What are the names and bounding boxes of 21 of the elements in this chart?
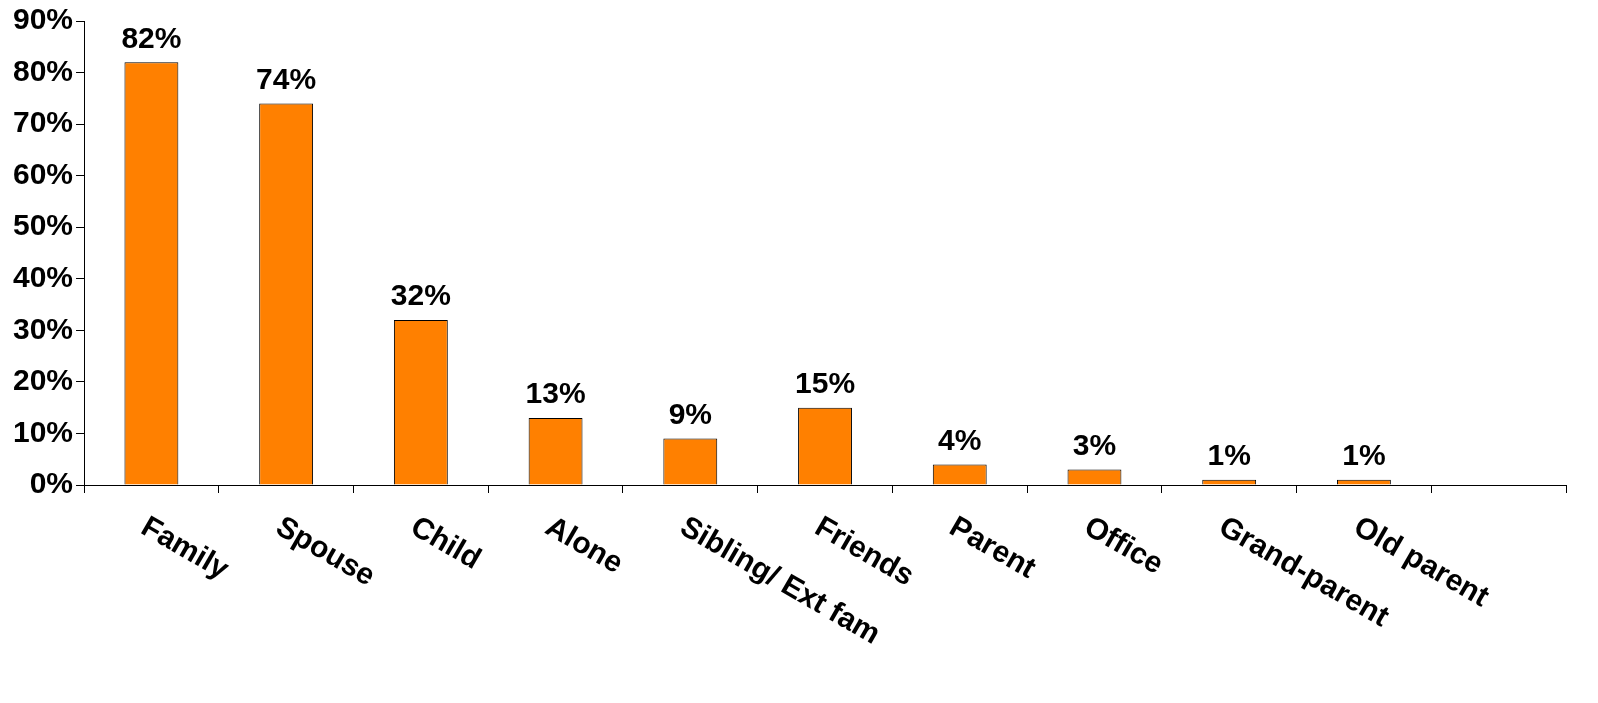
y-tick-label: 40% bbox=[13, 260, 74, 294]
data-label: 74% bbox=[256, 61, 317, 95]
data-label: 1% bbox=[1342, 438, 1386, 472]
data-label: 3% bbox=[1072, 427, 1117, 461]
y-tick-label: 70% bbox=[13, 105, 74, 139]
y-tick-label: 50% bbox=[13, 208, 74, 242]
data-label: 82% bbox=[121, 20, 182, 54]
data-label: 13% bbox=[525, 376, 586, 410]
data-label: 1% bbox=[1207, 438, 1251, 472]
y-tick-label: 30% bbox=[13, 311, 74, 345]
y-tick-label: 60% bbox=[13, 156, 74, 190]
y-tick-label: 20% bbox=[13, 363, 74, 397]
y-tick-label: 10% bbox=[13, 414, 74, 448]
data-label: 32% bbox=[390, 278, 451, 312]
data-label: 9% bbox=[668, 396, 712, 430]
data-label: 4% bbox=[938, 422, 982, 456]
y-tick-label: 80% bbox=[13, 53, 74, 87]
y-tick-label: 0% bbox=[29, 466, 74, 500]
data-label: 15% bbox=[795, 365, 856, 399]
y-tick-label: 90% bbox=[13, 2, 74, 36]
x-tick-label: Child bbox=[405, 508, 488, 575]
